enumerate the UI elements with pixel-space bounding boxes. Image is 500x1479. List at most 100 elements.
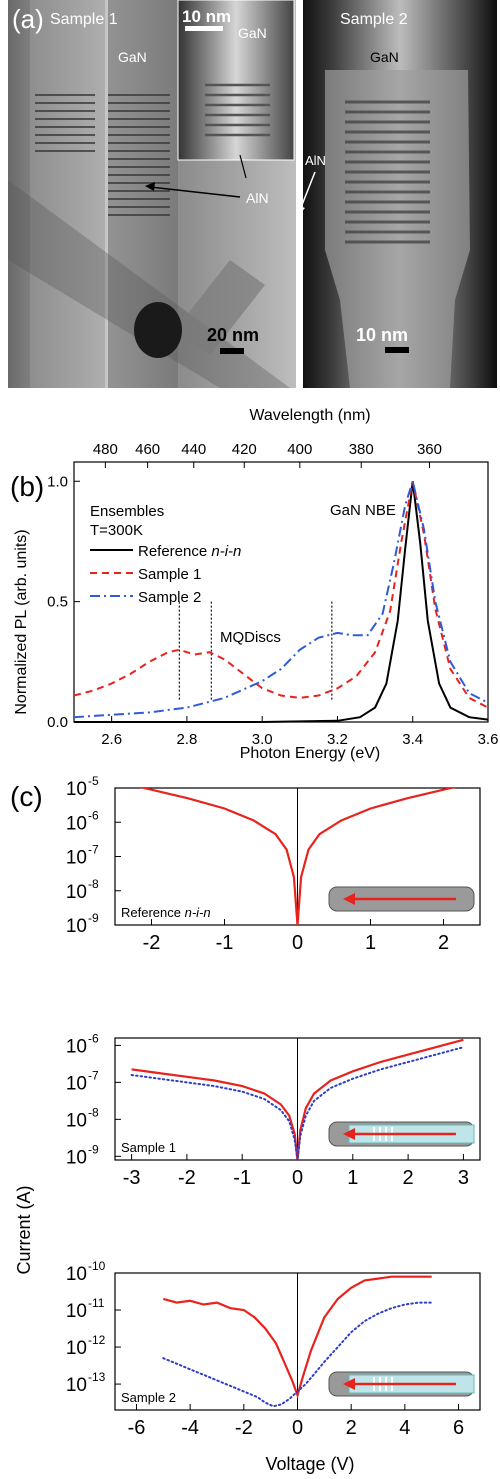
inset-gan-label: GaN [238,25,267,41]
x-tick-label: -2 [143,932,161,954]
y-tick-exponent: -8 [88,877,99,891]
sample-1-scale-bar [220,348,244,354]
top-tick-label: 360 [417,441,442,458]
x-tick-label: 0 [292,932,303,954]
x-tick-label: -1 [233,1167,251,1189]
x-tick-label: 2.6 [101,731,122,748]
panel-a-micrographs: 10 nm GaN (a) Sample 1 GaN AlN 20 nm Sam… [8,0,497,388]
x-tick-label: -4 [181,1417,199,1439]
sample-2-scale-label: 10 nm [356,325,408,345]
y-tick-label: 10 [66,1073,87,1094]
x-tick-label: 2.8 [176,731,197,748]
y-axis-ticks: 0.0 0.5 1.0 [47,473,80,731]
y-tick-label: 10 [66,1301,87,1322]
iv-curve-solid [163,1275,432,1399]
panel-a-label: (a) [12,4,44,34]
y-tick-label: 10 [66,1375,87,1396]
iv-curve-dotted [162,1301,433,1408]
top-tick-label: 420 [232,441,257,458]
series-line-sample-2 [73,477,489,719]
top-tick-label: 400 [287,441,312,458]
inset-label-reference: Reference n-i-n [121,905,211,920]
x-tick-label: 3.0 [252,731,273,748]
top-tick-label: 460 [135,441,160,458]
y-tick-label: 10 [66,813,87,834]
y-tick-exponent: -10 [88,1259,106,1273]
top-axis-label: Wavelength (nm) [249,407,370,424]
annotation-ensembles: Ensembles [90,503,164,520]
x-tick-label: 3.4 [402,731,423,748]
y-tick-exponent: -5 [88,774,99,788]
inset-label-sample-1: Sample 1 [121,1140,176,1155]
y-tick-label: 10 [66,1147,87,1168]
spectra-lines [73,477,489,723]
y-tick-label: 10 [66,916,87,937]
sample-1-title: Sample 1 [50,11,118,28]
sample-2-micrograph [303,0,497,388]
pl-spectra-chart: (b) Wavelength (nm) 480 460 440 420 400 380 36… [10,407,499,762]
y-tick-label: 0.0 [47,714,68,731]
top-tick-label: 480 [93,441,118,458]
iv-plot-reference: -2 -1 0 1 210-510-610-710-810-9 Reference n-i… [66,774,481,954]
sample-2-aln-label: AlN [305,153,326,168]
series-line-reference [74,481,489,723]
x-tick-label: 2 [346,1417,357,1439]
annotation-gan-nbe: GaN NBE [330,502,396,519]
x-tick-label: 0 [292,1417,303,1439]
sample-2-scale-bar [385,347,409,353]
sample-1-aln-label: AlN [246,190,269,206]
aln-arrow-1 [145,182,241,198]
x-tick-label: 3.6 [478,731,499,748]
y-tick-label: 10 [66,779,87,800]
annotation-temperature: T=300K [90,522,143,539]
y-tick-label: 10 [66,1036,87,1057]
nanowire-schematic-icon [328,886,475,912]
x-tick-label: -3 [123,1167,141,1189]
aln-arrow-inset [239,154,247,179]
iv-curve-solid [139,788,456,925]
top-tick-label: 440 [181,441,206,458]
y-tick-exponent: -6 [88,808,99,822]
y-tick-label: 10 [66,1110,87,1131]
x-tick-label: 4 [399,1417,410,1439]
inset-scale-bar [185,26,223,31]
x-tick-label: 3.2 [327,731,348,748]
voltage-axis-label: Voltage (V) [265,1454,354,1474]
y-tick-exponent: -7 [88,1068,99,1082]
legend-label-sample-1: Sample 1 [138,566,201,583]
legend: Reference n-i-n Sample 1 Sample 2 [90,543,241,606]
nanowire-schematic-icon [328,1371,475,1397]
x-tick-label: 6 [453,1417,464,1439]
panel-b-label: (b) [10,471,44,502]
series-line-sample-1 [73,481,489,709]
y-tick-exponent: -9 [88,911,99,925]
y-tick-label: 10 [66,1338,87,1359]
y-tick-label: 10 [66,1264,87,1285]
x-tick-label: -2 [235,1417,253,1439]
y-tick-exponent: -11 [88,1296,105,1310]
sample-1-scale-label: 20 nm [207,325,259,345]
nanowire-schematic-icon [328,1121,475,1147]
top-axis-ticks: 480 460 440 420 400 380 360 [93,441,442,468]
current-axis-label: Current (A) [14,1185,34,1274]
y-tick-exponent: -9 [88,1142,99,1156]
y-tick-exponent: -13 [88,1370,106,1384]
iv-curves-chart: (c) -2 -1 0 1 210-510-610-710-810-9 Reference… [10,774,481,1474]
x-tick-label: 1 [347,1167,358,1189]
y-tick-label: 10 [66,848,87,869]
legend-label-sample-2: Sample 2 [138,589,201,606]
x-tick-label: -2 [178,1167,196,1189]
x-tick-label: 0 [292,1167,303,1189]
x-tick-label: 2 [403,1167,414,1189]
inset-label-sample-2: Sample 2 [121,1390,176,1405]
mqd-markers [178,601,333,701]
y-tick-label: 1.0 [47,473,68,490]
top-tick-label: 380 [349,441,374,458]
panel-c-label: (c) [10,781,43,812]
inset-scale-label: 10 nm [182,7,231,26]
iv-plot-sample-1: -3 -2 -1 0 1 2 310-610-710-810-9 Sample 1 [66,1031,481,1189]
y-tick-exponent: -7 [88,843,99,857]
annotation-mqdiscs: MQDiscs [220,629,281,646]
y-tick-exponent: -12 [88,1333,106,1347]
